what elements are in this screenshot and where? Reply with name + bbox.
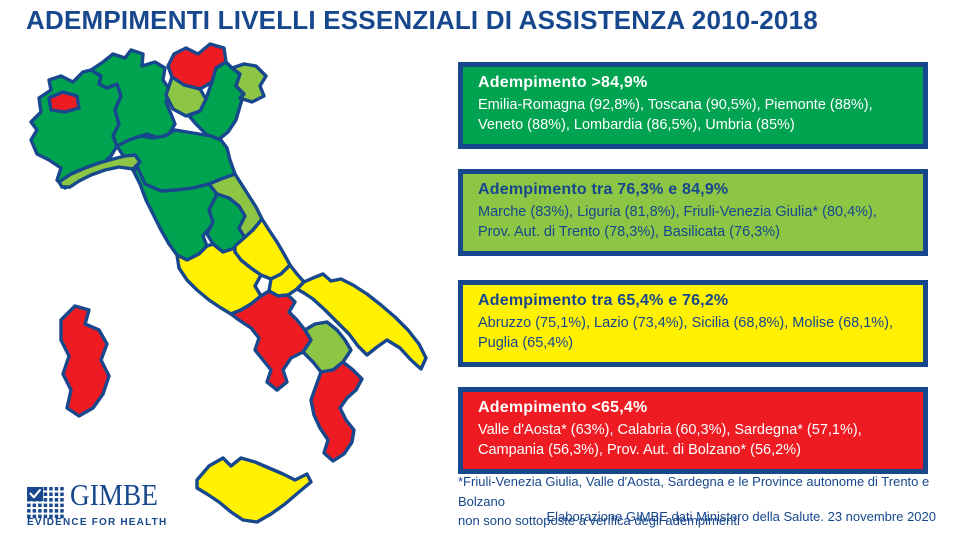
- footnote: *Friuli-Venezia Giulia, Valle d'Aosta, S…: [458, 472, 966, 531]
- gimbe-logo-text: GIMBE: [70, 477, 158, 512]
- region-veneto: [187, 60, 246, 142]
- gimbe-logo-check-block: [27, 487, 44, 502]
- footnote-line: non sono sottoposte a verifica degli ade…: [458, 513, 740, 528]
- legend-box-low: Adempimento <65,4% Valle d'Aosta* (63%),…: [458, 387, 928, 474]
- gimbe-check-icon: [29, 489, 41, 499]
- legend-regions-line: Prov. Aut. di Trento (78,3%), Basilicata…: [478, 224, 780, 240]
- region-lazio: [175, 242, 263, 316]
- region-puglia: [295, 272, 428, 371]
- gimbe-logo-tagline: EVIDENCE FOR HEALTH: [27, 517, 168, 528]
- legend-regions-line: Campania (56,3%), Prov. Aut. di Bolzano*…: [478, 442, 801, 458]
- legend-title: Adempimento tra 76,3% e 84,9%: [478, 181, 729, 198]
- region-calabria: [309, 360, 364, 463]
- region-toscana: [132, 164, 221, 262]
- legend-regions-line: Valle d'Aosta* (63%), Calabria (60,3%), …: [478, 422, 862, 438]
- region-trento: [164, 75, 208, 118]
- gimbe-logo: GIMBE EVIDENCE FOR HEALTH: [27, 477, 177, 533]
- region-sicilia: [195, 456, 313, 524]
- attribution: Elaborazione GIMBE dati Ministero della …: [546, 509, 937, 524]
- italy-choropleth-map: [29, 42, 428, 524]
- page-title: ADEMPIMENTI LIVELLI ESSENZIALI DI ASSIST…: [26, 5, 818, 35]
- legend-box-mid-low: Adempimento tra 65,4% e 76,2% Abruzzo (7…: [458, 280, 928, 367]
- legend-regions-line: Marche (83%), Liguria (81,8%), Friuli-Ve…: [478, 204, 877, 220]
- region-sardegna: [59, 304, 111, 418]
- legend-box-mid-high: Adempimento tra 76,3% e 84,9% Marche (83…: [458, 169, 928, 256]
- legend-title: Adempimento tra 65,4% e 76,2%: [478, 292, 729, 309]
- legend-title: Adempimento >84,9%: [478, 74, 648, 91]
- gimbe-logo-icon: [27, 487, 64, 519]
- legend-regions-line: Emilia-Romagna (92,8%), Toscana (90,5%),…: [478, 97, 873, 113]
- region-valledaosta: [47, 90, 81, 114]
- legend-regions-line: Abruzzo (75,1%), Lazio (73,4%), Sicilia …: [478, 315, 894, 331]
- legend-title: Adempimento <65,4%: [478, 399, 648, 416]
- footnote-line: *Friuli-Venezia Giulia, Valle d'Aosta, S…: [458, 474, 930, 509]
- legend-regions-line: Veneto (88%), Lombardia (86,5%), Umbria …: [478, 117, 795, 133]
- legend-regions-line: Puglia (65,4%): [478, 335, 574, 351]
- region-friuli: [230, 62, 268, 104]
- region-liguria: [57, 153, 142, 189]
- legend-box-high: Adempimento >84,9% Emilia-Romagna (92,8%…: [458, 62, 928, 149]
